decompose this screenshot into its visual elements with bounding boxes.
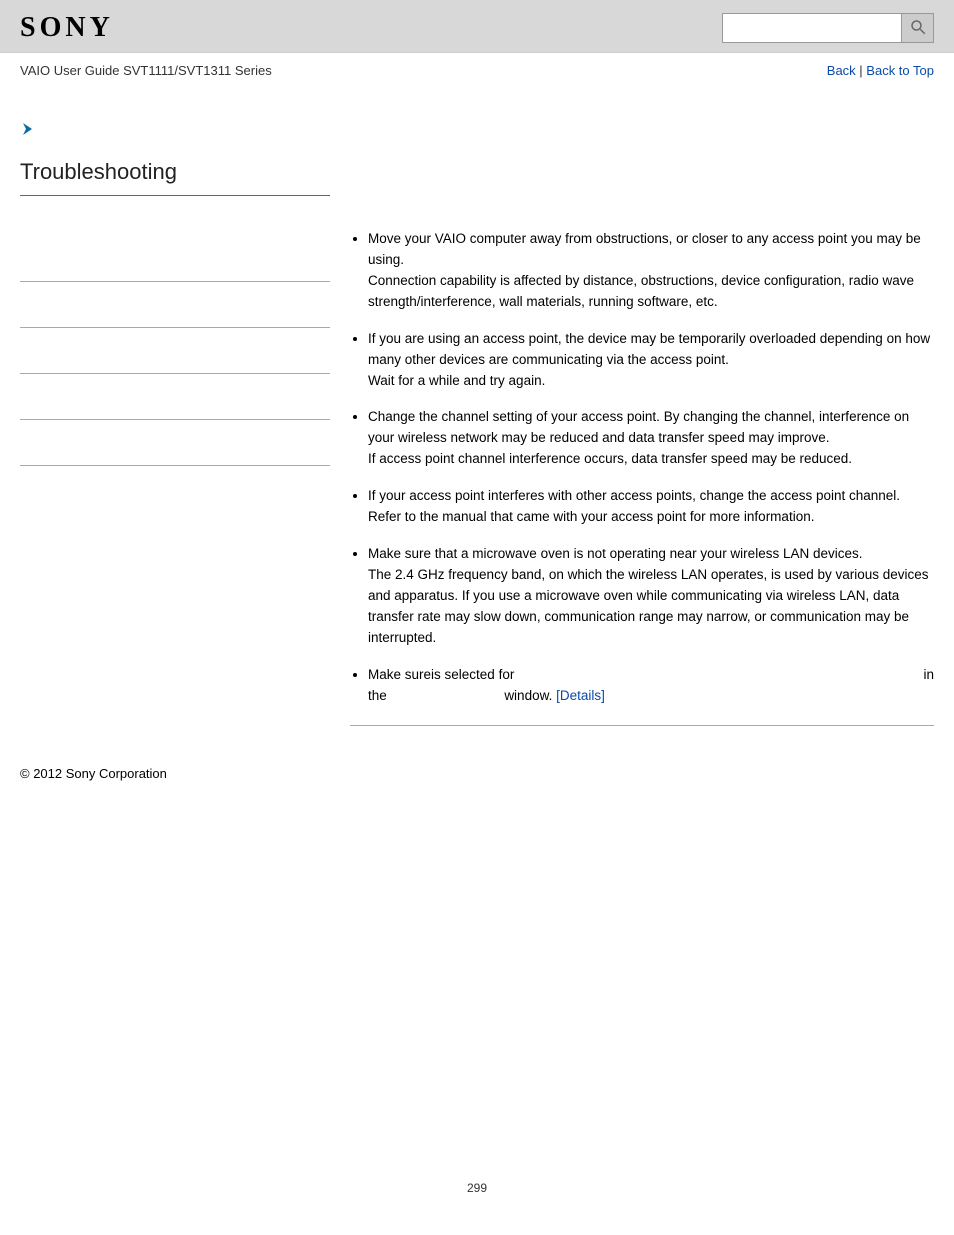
- list-item: Make sure is selected for in the window.…: [368, 665, 934, 707]
- list-item: Make sure that a microwave oven is not o…: [368, 544, 934, 649]
- list-item: Change the channel setting of your acces…: [368, 407, 934, 470]
- list-item: If you are using an access point, the de…: [368, 329, 934, 392]
- copyright-text: © 2012 Sony Corporation: [20, 766, 167, 781]
- sidebar-item[interactable]: [20, 374, 330, 420]
- sidebar-item[interactable]: [20, 420, 330, 466]
- list-item-text: Wait for a while and try again.: [368, 371, 934, 392]
- list-item-text: Connection capability is affected by dis…: [368, 271, 934, 313]
- sidebar-title: Troubleshooting: [20, 159, 330, 196]
- list-item-text: Move your VAIO computer away from obstru…: [368, 229, 934, 271]
- list-item-text: If access point channel interference occ…: [368, 449, 934, 470]
- search-button[interactable]: [902, 13, 934, 43]
- details-link[interactable]: [Details]: [556, 688, 605, 703]
- content-divider: [350, 725, 934, 726]
- footer: © 2012 Sony Corporation: [0, 726, 954, 781]
- nav-separator: |: [856, 63, 867, 78]
- list-item-text: is selected for: [431, 665, 514, 686]
- main-content: Move your VAIO computer away from obstru…: [330, 159, 934, 726]
- troubleshooting-list: Move your VAIO computer away from obstru…: [350, 229, 934, 707]
- list-item-text: the: [368, 688, 387, 703]
- list-item-text: If your access point interferes with oth…: [368, 486, 934, 507]
- sidebar: Troubleshooting: [20, 159, 330, 726]
- page-number: 299: [0, 1181, 954, 1215]
- content-wrap: Troubleshooting Move your VAIO computer …: [0, 159, 954, 726]
- list-item: Move your VAIO computer away from obstru…: [368, 229, 934, 313]
- list-item: If your access point interferes with oth…: [368, 486, 934, 528]
- chevron-right-icon: [20, 120, 954, 141]
- search-input[interactable]: [722, 13, 902, 43]
- list-item-text: Refer to the manual that came with your …: [368, 507, 934, 528]
- header-bar: SONY: [0, 0, 954, 53]
- back-link[interactable]: Back: [827, 63, 856, 78]
- sidebar-item[interactable]: [20, 328, 330, 374]
- list-item-text: in: [923, 665, 934, 686]
- search-icon: [909, 18, 927, 39]
- sidebar-item[interactable]: [20, 236, 330, 282]
- search-container: [722, 13, 934, 43]
- list-item-text: Make sure: [368, 665, 431, 686]
- guide-title: VAIO User Guide SVT1111/SVT1311 Series: [20, 63, 272, 78]
- sidebar-items: [20, 236, 330, 466]
- sony-logo: SONY: [20, 12, 114, 44]
- list-item-text: The 2.4 GHz frequency band, on which the…: [368, 565, 934, 649]
- list-item-text: window.: [504, 688, 552, 703]
- sidebar-item[interactable]: [20, 282, 330, 328]
- list-item-text: Change the channel setting of your acces…: [368, 407, 934, 449]
- back-to-top-link[interactable]: Back to Top: [866, 63, 934, 78]
- nav-links: Back | Back to Top: [827, 63, 934, 78]
- subheader-bar: VAIO User Guide SVT1111/SVT1311 Series B…: [0, 53, 954, 90]
- list-item-text: Make sure that a microwave oven is not o…: [368, 544, 934, 565]
- list-item-text: If you are using an access point, the de…: [368, 329, 934, 371]
